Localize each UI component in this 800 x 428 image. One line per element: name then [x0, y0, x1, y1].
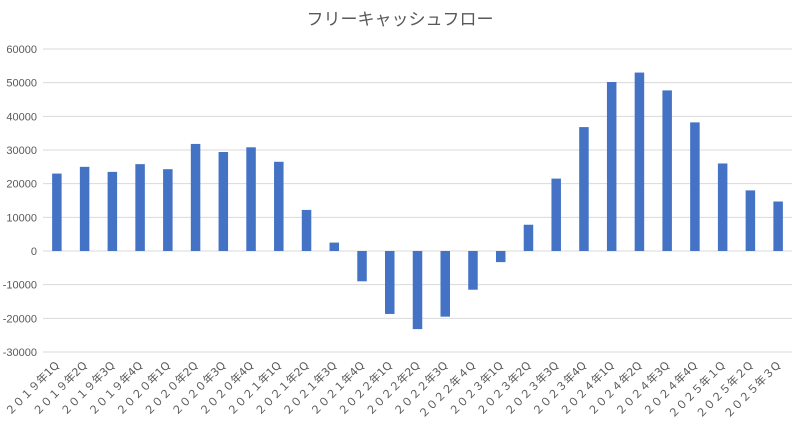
bar: [773, 201, 783, 251]
bar: [717, 163, 728, 251]
bar: [412, 251, 423, 330]
bar: [690, 122, 700, 251]
bar: [190, 143, 201, 251]
bar: [52, 173, 62, 251]
bar: [551, 178, 561, 251]
y-tick-label: 60000: [6, 44, 37, 56]
bar: [440, 251, 450, 317]
bar: [385, 251, 395, 314]
y-tick-label: 10000: [6, 212, 37, 224]
x-axis-ticks: ２０１９年1Q２０１９年2Q２０１９年3Q２０１９年4Q２０２０年1Q２０２０年…: [2, 358, 783, 421]
y-tick-label: -30000: [3, 347, 37, 359]
bar: [163, 169, 173, 251]
bar: [495, 251, 506, 263]
bars: [52, 72, 783, 330]
y-tick-label: 30000: [6, 145, 37, 157]
bar: [301, 209, 312, 251]
bar: [523, 224, 534, 251]
bar: [246, 147, 256, 251]
bar: [135, 164, 145, 251]
y-tick-label: 40000: [6, 111, 37, 123]
y-tick-label: 50000: [6, 78, 37, 90]
bar: [745, 190, 756, 251]
bar: [357, 251, 367, 282]
y-tick-label: 0: [31, 246, 37, 258]
bar: [218, 152, 229, 251]
bar: [274, 161, 284, 251]
bar: [579, 127, 589, 251]
y-tick-label: -20000: [3, 313, 37, 325]
bar: [606, 81, 617, 251]
bar: [329, 242, 340, 251]
bar: [634, 72, 645, 251]
y-tick-label: 20000: [6, 179, 37, 191]
bar: [107, 171, 118, 251]
bar: [79, 166, 90, 251]
y-axis-ticks: 60000 50000 40000 30000 20000 10000 0 -10000 -20…: [3, 44, 37, 359]
bar: [468, 251, 478, 290]
y-tick-label: -10000: [3, 280, 37, 292]
chart-title: フリーキャッシュフロー: [307, 10, 494, 30]
bar: [662, 90, 672, 251]
